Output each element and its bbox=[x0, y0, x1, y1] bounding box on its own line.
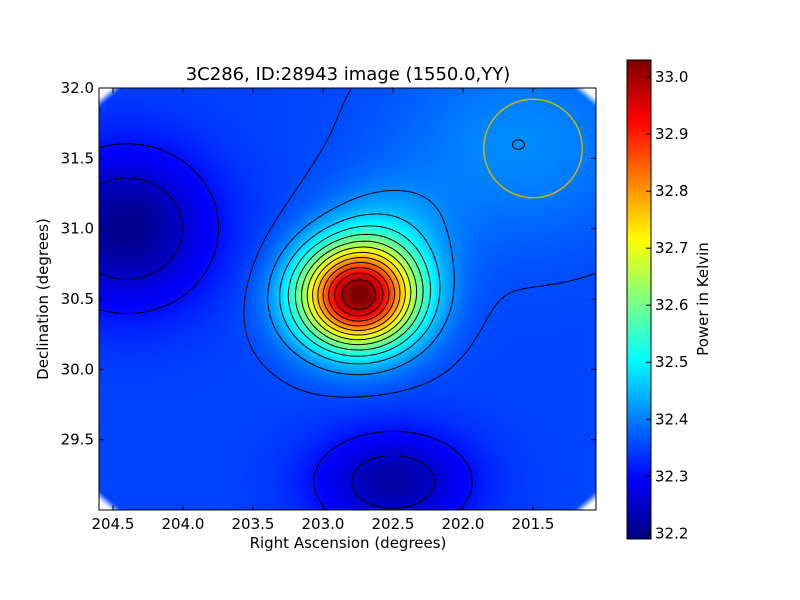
colorbar-tick-label: 32.5 bbox=[655, 353, 688, 371]
x-axis-ticks: 204.5 204.0 203.5 203.0 202.5 202.0 201.5 bbox=[92, 88, 555, 533]
contour-line bbox=[279, 213, 441, 365]
x-tick-label: 201.5 bbox=[512, 515, 555, 533]
colorbar-tick-label: 32.3 bbox=[655, 467, 688, 485]
x-tick-label: 204.0 bbox=[162, 515, 205, 533]
colorbar-gradient bbox=[627, 60, 651, 539]
x-axis-label: Right Ascension (degrees) bbox=[250, 534, 447, 552]
colorbar-tick-label: 32.2 bbox=[655, 524, 688, 542]
plot-area bbox=[98, 87, 597, 511]
colorbar-label: Power in Kelvin bbox=[694, 242, 712, 356]
y-axis-label: Declination (degrees) bbox=[34, 218, 52, 380]
y-tick-label: 31.0 bbox=[61, 220, 94, 238]
y-tick-label: 30.0 bbox=[61, 360, 94, 378]
y-tick-label: 32.0 bbox=[61, 79, 94, 97]
colorbar-frame bbox=[626, 59, 652, 540]
contour-line bbox=[341, 279, 376, 310]
contour-line bbox=[267, 139, 526, 376]
colorbar-ticks: 32.2 32.3 32.4 32.5 32.6 32.7 32.8 32.9 33.0 bbox=[646, 68, 688, 542]
contour-line bbox=[301, 240, 418, 346]
contour-line bbox=[243, 88, 596, 398]
contour-line bbox=[317, 257, 401, 331]
contour-lines bbox=[99, 88, 596, 510]
colorbar-tick-label: 32.8 bbox=[655, 182, 688, 200]
contour-line bbox=[322, 262, 396, 327]
x-tick-label: 203.5 bbox=[232, 515, 275, 533]
y-tick-label: 29.5 bbox=[61, 431, 94, 449]
x-tick-label: 203.0 bbox=[302, 515, 345, 533]
contour-line bbox=[294, 233, 424, 351]
contour-line bbox=[334, 272, 384, 317]
x-tick-label: 202.5 bbox=[372, 515, 415, 533]
colorbar: 32.2 32.3 32.4 32.5 32.6 32.7 32.8 32.9 33.0 Pow… bbox=[626, 59, 712, 542]
x-tick-label: 204.5 bbox=[92, 515, 135, 533]
contour-line bbox=[99, 177, 435, 509]
colorbar-tick-label: 32.4 bbox=[655, 410, 688, 428]
contour-line bbox=[312, 251, 406, 336]
colorbar-tick-label: 32.9 bbox=[655, 125, 688, 143]
y-axis-ticks: 29.5 30.0 30.5 31.0 31.5 32.0 bbox=[61, 79, 596, 449]
contour-line bbox=[99, 143, 473, 510]
y-tick-label: 30.5 bbox=[61, 290, 94, 308]
beam-circle bbox=[483, 98, 583, 199]
colorbar-tick-label: 32.7 bbox=[655, 239, 688, 257]
contour-line bbox=[306, 246, 412, 341]
x-tick-label: 202.0 bbox=[442, 515, 485, 533]
contour-line bbox=[287, 225, 432, 357]
colorbar-tick-label: 32.6 bbox=[655, 296, 688, 314]
heatmap-image bbox=[99, 88, 596, 510]
y-tick-label: 31.5 bbox=[61, 149, 94, 167]
contour-line bbox=[328, 267, 390, 322]
chart-title: 3C286, ID:28943 image (1550.0,YY) bbox=[186, 64, 511, 85]
colorbar-tick-label: 33.0 bbox=[655, 68, 688, 86]
